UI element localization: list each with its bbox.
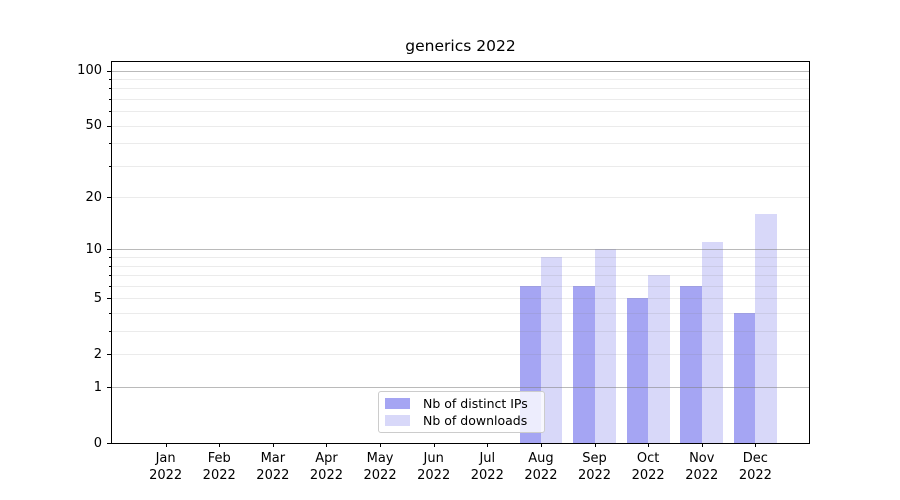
y-minor-tick-9 bbox=[109, 257, 112, 259]
y-minor-tick-30 bbox=[109, 165, 112, 167]
legend-swatch-downloads bbox=[385, 414, 410, 426]
legend-label-downloads: Nb of downloads bbox=[423, 412, 528, 428]
bar-downloads-sep bbox=[594, 249, 616, 443]
y-tick-5 bbox=[107, 298, 112, 300]
y-tick-label-2: 2 bbox=[93, 346, 102, 362]
bar-downloads-dec bbox=[755, 214, 777, 443]
x-tick-label-aug: Aug 2022 bbox=[524, 451, 558, 483]
y-minor-tick-6 bbox=[109, 285, 112, 287]
y-minor-tick-8 bbox=[109, 265, 112, 267]
y-minor-tick-80 bbox=[109, 88, 112, 90]
y-tick-100 bbox=[107, 70, 112, 72]
x-tick-nov bbox=[701, 443, 703, 447]
y-tick-0 bbox=[107, 443, 112, 444]
y-tick-2 bbox=[107, 354, 112, 356]
x-tick-label-jan: Jan 2022 bbox=[149, 451, 183, 483]
gridline-y-3 bbox=[112, 331, 809, 333]
legend-item-distinct-ips: Nb of distinct IPs bbox=[385, 397, 538, 410]
gridline-y-90 bbox=[112, 78, 809, 80]
y-tick-label-5: 5 bbox=[93, 290, 102, 306]
gridline-y-70 bbox=[112, 99, 809, 100]
bar-downloads-oct bbox=[648, 275, 670, 443]
bar-distinct-ips-dec bbox=[733, 313, 756, 443]
legend: Nb of distinct IPs Nb of downloads bbox=[378, 391, 545, 433]
y-tick-label-100: 100 bbox=[77, 63, 102, 79]
y-tick-label-10: 10 bbox=[85, 241, 102, 257]
y-minor-tick-40 bbox=[109, 143, 112, 145]
gridline-y-80 bbox=[112, 88, 809, 90]
gridline-y-4 bbox=[112, 313, 809, 315]
y-tick-label-50: 50 bbox=[85, 118, 102, 134]
y-minor-tick-90 bbox=[109, 78, 112, 80]
y-minor-tick-3 bbox=[109, 331, 112, 333]
gridline-y-9 bbox=[112, 257, 809, 259]
gridline-y-6 bbox=[112, 285, 809, 287]
gridline-y-60 bbox=[112, 111, 809, 113]
y-minor-tick-60 bbox=[109, 111, 112, 113]
y-minor-tick-70 bbox=[109, 99, 112, 100]
gridline-y-2 bbox=[112, 354, 809, 356]
gridline-y-1 bbox=[112, 387, 809, 389]
x-tick-apr bbox=[326, 443, 328, 447]
gridline-y-10 bbox=[112, 249, 809, 251]
x-tick-mar bbox=[272, 443, 274, 447]
x-tick-label-jun: Jun 2022 bbox=[417, 451, 451, 483]
x-tick-label-dec: Dec 2022 bbox=[738, 451, 772, 483]
bar-distinct-ips-oct bbox=[626, 298, 649, 443]
gridline-y-100 bbox=[112, 70, 809, 72]
x-tick-dec bbox=[755, 443, 757, 447]
plot-area: 0 1 2 5 10 20 50 100 Jan 2022 Feb 2022 Mar 2022 Apr… bbox=[77, 61, 810, 483]
x-tick-sep bbox=[594, 443, 596, 447]
x-tick-aug bbox=[540, 443, 542, 447]
gridline-y-8 bbox=[112, 265, 809, 267]
legend-swatch-distinct-ips bbox=[385, 398, 410, 410]
x-tick-feb bbox=[219, 443, 221, 447]
bar-downloads-aug bbox=[540, 257, 563, 443]
gridline-y-40 bbox=[112, 143, 809, 145]
bar-distinct-ips-sep bbox=[573, 285, 595, 443]
x-tick-oct bbox=[648, 443, 650, 447]
gridline-y-30 bbox=[112, 165, 809, 167]
x-tick-label-oct: Oct 2022 bbox=[631, 451, 665, 483]
bar-downloads-nov bbox=[701, 242, 724, 443]
gridline-y-5 bbox=[112, 298, 809, 300]
x-tick-jan bbox=[165, 443, 167, 447]
x-tick-label-feb: Feb 2022 bbox=[202, 451, 236, 483]
x-tick-jul bbox=[487, 443, 489, 447]
y-tick-label-20: 20 bbox=[85, 189, 102, 205]
gridline-y-7 bbox=[112, 275, 809, 277]
y-tick-50 bbox=[107, 125, 112, 127]
legend-item-downloads: Nb of downloads bbox=[385, 414, 538, 427]
y-tick-1 bbox=[107, 387, 112, 389]
y-tick-label-1: 1 bbox=[93, 379, 102, 395]
y-tick-10 bbox=[107, 249, 112, 251]
gridline-y-50 bbox=[112, 125, 809, 127]
y-tick-label-0: 0 bbox=[93, 435, 102, 451]
y-minor-tick-4 bbox=[109, 313, 112, 315]
bar-distinct-ips-nov bbox=[680, 285, 702, 443]
y-minor-tick-7 bbox=[109, 275, 112, 277]
legend-label-distinct-ips: Nb of distinct IPs bbox=[423, 396, 528, 412]
y-tick-20 bbox=[107, 197, 112, 199]
x-tick-jun bbox=[433, 443, 435, 447]
chart-title: generics 2022 bbox=[405, 37, 516, 55]
x-tick-may bbox=[380, 443, 382, 447]
x-tick-label-sep: Sep 2022 bbox=[577, 451, 612, 483]
x-tick-label-may: May 2022 bbox=[363, 451, 397, 483]
x-tick-label-nov: Nov 2022 bbox=[685, 451, 719, 483]
x-tick-label-jul: Jul 2022 bbox=[470, 451, 504, 483]
x-tick-label-apr: Apr 2022 bbox=[309, 451, 343, 483]
x-tick-label-mar: Mar 2022 bbox=[256, 451, 290, 483]
gridline-y-20 bbox=[112, 197, 809, 199]
